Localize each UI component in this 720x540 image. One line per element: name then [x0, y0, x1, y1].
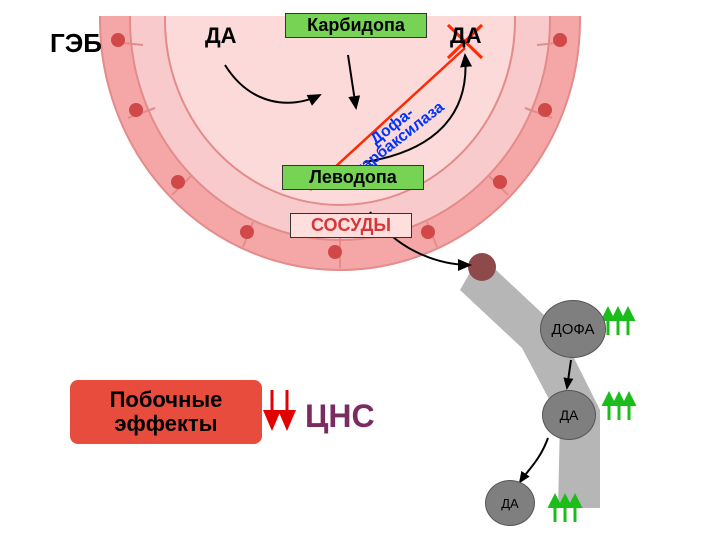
- cns-label: ЦНС: [305, 398, 375, 435]
- levodopa-text: Леводопа: [309, 167, 397, 187]
- vessel-diagram: Дофа- декарбаксилаза: [0, 0, 720, 540]
- carbidopa-text: Карбидопа: [307, 15, 405, 35]
- da-node-1-text: ДА: [560, 407, 579, 423]
- da-node-2-text: ДА: [501, 496, 518, 511]
- da-node-1: ДА: [542, 390, 596, 440]
- carbidopa-box: Карбидопа: [285, 13, 427, 38]
- da-left-label: ДА: [205, 25, 235, 47]
- side-effects-text: Побочные эффекты: [110, 387, 223, 436]
- da-right-label: ДА: [450, 25, 480, 47]
- vessels-box: СОСУДЫ: [290, 213, 412, 238]
- dofa-node-text: ДОФА: [552, 322, 595, 337]
- side-effects-box: Побочные эффекты: [70, 380, 262, 444]
- da-node-2: ДА: [485, 480, 535, 526]
- dofa-node: ДОФА: [540, 300, 606, 358]
- vessels-text: СОСУДЫ: [311, 215, 391, 235]
- levodopa-box: Леводопа: [282, 165, 424, 190]
- geb-label: ГЭБ: [50, 30, 90, 57]
